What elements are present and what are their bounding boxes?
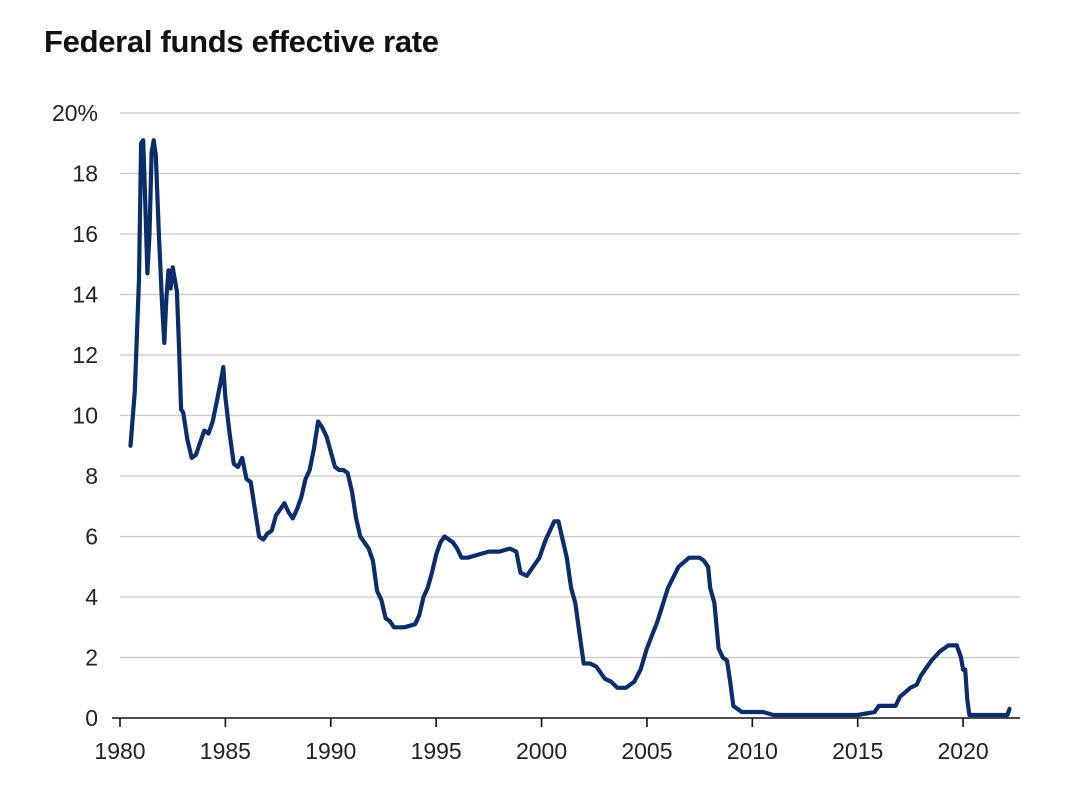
x-tick-label: 2000 xyxy=(516,738,567,764)
y-tick-label: 16 xyxy=(72,221,98,247)
y-tick-label: 0 xyxy=(85,705,98,731)
x-tick-label: 2015 xyxy=(832,738,883,764)
y-tick-label: 18 xyxy=(72,161,98,187)
y-axis-ticks: 20% 18 16 14 12 10 8 6 4 2 0 xyxy=(52,100,98,731)
x-axis: 1980 1985 1990 1995 2000 2005 2010 2015 2020 xyxy=(94,717,1020,764)
x-tick-label: 1980 xyxy=(94,738,145,764)
x-tick-label: 2005 xyxy=(621,738,672,764)
y-tick-label: 2 xyxy=(85,645,98,671)
y-tick-label: 20% xyxy=(52,100,98,126)
y-tick-label: 6 xyxy=(85,524,98,550)
series-group xyxy=(128,138,1012,718)
x-tick-label: 1995 xyxy=(411,738,462,764)
x-tick-label: 2010 xyxy=(727,738,778,764)
x-tick-label: 1990 xyxy=(305,738,356,764)
y-tick-label: 8 xyxy=(85,463,98,489)
x-tick-label: 1985 xyxy=(200,738,251,764)
x-tick-label: 2020 xyxy=(938,738,989,764)
y-tick-label: 4 xyxy=(85,584,98,610)
gridlines xyxy=(120,112,1020,659)
series-line xyxy=(128,138,1012,718)
chart-title: Federal funds effective rate xyxy=(44,24,439,59)
y-tick-label: 12 xyxy=(72,342,98,368)
y-tick-label: 14 xyxy=(72,282,98,308)
y-tick-label: 10 xyxy=(72,403,98,429)
